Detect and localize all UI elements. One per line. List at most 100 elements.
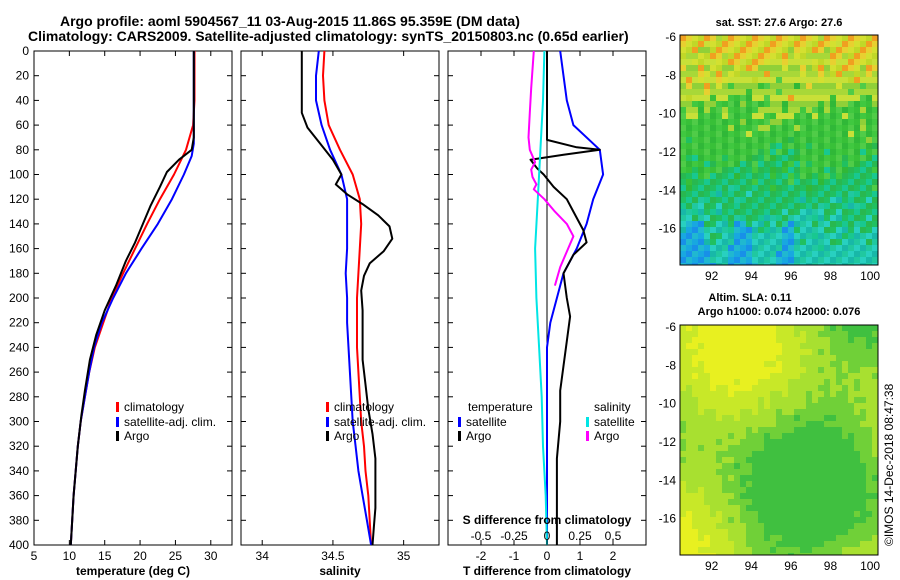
map-cell (842, 331, 848, 337)
y-tick-label: 260 (9, 365, 29, 379)
map-cell (800, 499, 806, 505)
map-cell (782, 511, 788, 517)
map-cell (698, 457, 704, 463)
map-cell (848, 505, 854, 511)
map-cell (782, 397, 788, 403)
map-cell (830, 71, 836, 77)
map-cell (782, 245, 788, 251)
map-cell (710, 469, 716, 475)
map-cell (710, 167, 716, 173)
map-cell (830, 53, 836, 59)
map-cell (842, 373, 848, 379)
map-cell (740, 221, 746, 227)
map-cell (698, 337, 704, 343)
map-cell (686, 427, 692, 433)
map-cell (854, 35, 860, 41)
map-cell (734, 553, 740, 555)
map-cell (794, 185, 800, 191)
map-cell (800, 475, 806, 481)
map-cell (788, 481, 794, 487)
map-cell (680, 373, 686, 379)
map-cell (866, 361, 872, 367)
map-cell (722, 433, 728, 439)
map-cell (686, 41, 692, 47)
map-cell (818, 421, 824, 427)
map-cell (752, 361, 758, 367)
map-cell (686, 415, 692, 421)
map-cell (764, 373, 770, 379)
map-cell (788, 457, 794, 463)
map-cell (824, 511, 830, 517)
map-cell (758, 505, 764, 511)
map-cell (740, 325, 746, 331)
map-cell (836, 155, 842, 161)
map-cell (848, 517, 854, 523)
map-cell (818, 65, 824, 71)
map-y-tick-label: -10 (659, 397, 677, 411)
map-cell (692, 161, 698, 167)
map-cell (854, 487, 860, 493)
map-cell (860, 385, 866, 391)
map-cell (812, 221, 818, 227)
map-cell (812, 325, 818, 331)
map-cell (806, 373, 812, 379)
map-cell (704, 131, 710, 137)
map-cell (728, 119, 734, 125)
map-cell (830, 65, 836, 71)
map-cell (842, 541, 848, 547)
map-cell (800, 451, 806, 457)
map-cell (758, 427, 764, 433)
map-cell (770, 355, 776, 361)
map-cell (866, 475, 872, 481)
map-cell (740, 89, 746, 95)
map-cell (686, 343, 692, 349)
map-cell (746, 337, 752, 343)
map-cell (692, 469, 698, 475)
map-cell (872, 245, 878, 251)
map-cell (770, 553, 776, 555)
map-cell (800, 167, 806, 173)
map-cell (686, 325, 692, 331)
map-cell (794, 379, 800, 385)
map-cell (722, 421, 728, 427)
map-cell (818, 245, 824, 251)
map-cell (758, 331, 764, 337)
map-cell (698, 107, 704, 113)
map-cell (800, 439, 806, 445)
map-cell (800, 469, 806, 475)
map-cell (866, 439, 872, 445)
map-cell (812, 355, 818, 361)
map-cell (698, 197, 704, 203)
map-cell (680, 433, 686, 439)
map-cell (776, 361, 782, 367)
map-cell (770, 445, 776, 451)
map-cell (776, 197, 782, 203)
map-cell (872, 233, 878, 239)
map-cell (866, 529, 872, 535)
map-cell (698, 173, 704, 179)
map-cell (716, 71, 722, 77)
map-cell (692, 191, 698, 197)
map-cell (860, 499, 866, 505)
map-cell (770, 433, 776, 439)
map-cell (830, 487, 836, 493)
map-cell (806, 59, 812, 65)
map-cell (710, 215, 716, 221)
map-cell (740, 203, 746, 209)
map-cell (722, 155, 728, 161)
map-cell (842, 433, 848, 439)
map-cell (842, 511, 848, 517)
map-cell (746, 487, 752, 493)
map-cell (818, 397, 824, 403)
map-cell (710, 263, 716, 265)
map-cell (704, 475, 710, 481)
map-cell (842, 143, 848, 149)
map-cell (854, 379, 860, 385)
map-cell (710, 511, 716, 517)
map-cell (806, 95, 812, 101)
map-cell (746, 523, 752, 529)
map-cell (842, 71, 848, 77)
map-cell (758, 83, 764, 89)
map-cell (680, 523, 686, 529)
